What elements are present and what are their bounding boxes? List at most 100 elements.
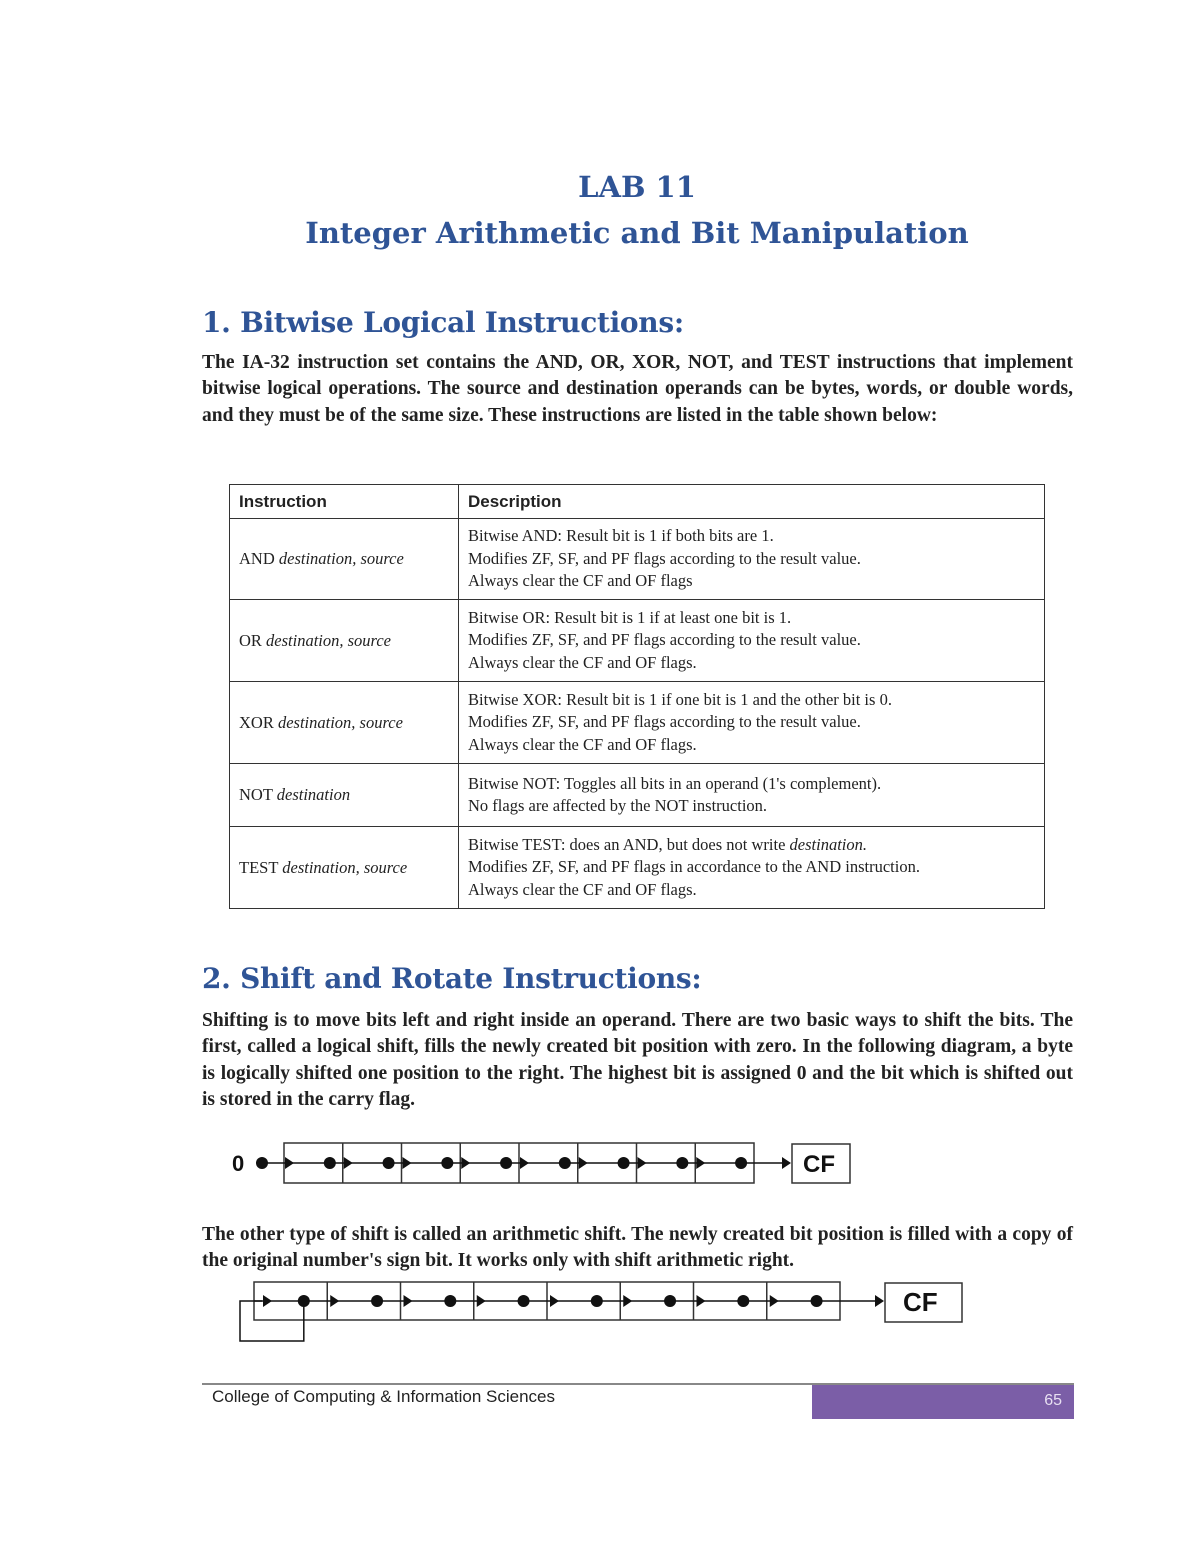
arrow-head-icon xyxy=(550,1295,559,1307)
carry-flag-label: CF xyxy=(803,1151,835,1178)
bit-dot xyxy=(371,1295,384,1307)
bit-dot xyxy=(735,1157,748,1169)
arrow-head-icon xyxy=(623,1295,633,1307)
section-heading-shift: 2. Shift and Rotate Instructions: xyxy=(202,962,702,995)
description-text: Always clear the CF and OF flags. xyxy=(468,879,697,899)
description-text: Always clear the CF and OF flags. xyxy=(468,734,697,754)
arrow-head-icon xyxy=(520,1157,529,1169)
mnemonic: XOR xyxy=(239,712,274,732)
bit-dot xyxy=(382,1157,395,1169)
description-text: Bitwise TEST: does an AND, but does not … xyxy=(468,834,790,854)
instruction-cell: AND destination, source xyxy=(229,518,459,600)
italic-term: destination. xyxy=(789,834,867,854)
description-text: Modifies ZF, SF, and PF flags according … xyxy=(468,630,861,650)
bit-dot xyxy=(517,1295,530,1307)
table-row: OR destination, source Bitwise OR: Result… xyxy=(229,599,1045,682)
description-line: No flags are affected by the NOT instruc… xyxy=(468,795,1035,818)
operands: destination, source xyxy=(278,549,404,568)
bit-dot xyxy=(323,1157,336,1169)
mnemonic: OR xyxy=(239,630,262,650)
description-cell: Bitwise TEST: does an AND, but does not … xyxy=(458,826,1045,909)
lab-title: LAB 11 xyxy=(578,170,696,204)
table-row: AND destination, source Bitwise AND: Resu… xyxy=(229,518,1045,600)
section1-paragraph: The IA-32 instruction set contains the A… xyxy=(202,352,1073,426)
arrow-head-icon xyxy=(476,1295,486,1307)
instruction-cell: NOT destination xyxy=(229,763,459,827)
arrow-head-icon xyxy=(343,1157,353,1169)
description-text: Bitwise XOR: Result bit is 1 if one bit … xyxy=(468,689,892,709)
operands: destination, source xyxy=(266,630,392,650)
carry-flag-label: CF xyxy=(903,1287,938,1317)
input-zero-label: 0 xyxy=(232,1151,244,1176)
description-cell: Bitwise XOR: Result bit is 1 if one bit … xyxy=(458,681,1045,764)
description-line: Always clear the CF and OF flags. xyxy=(468,734,1035,757)
description-line: Modifies ZF, SF, and PF flags in accorda… xyxy=(468,856,1035,879)
operands: destination, source xyxy=(282,857,408,877)
description-text: Always clear the CF and OF flags. xyxy=(468,652,697,672)
description-line: Bitwise TEST: does an AND, but does not … xyxy=(468,834,1035,857)
description-cell: Bitwise AND: Result bit is 1 if both bit… xyxy=(458,518,1045,600)
description-line: Bitwise OR: Result bit is 1 if at least … xyxy=(468,607,1035,630)
footer-text: College of Computing & Information Scien… xyxy=(212,1387,556,1406)
arrow-head-icon xyxy=(330,1295,340,1307)
arrow-head-icon xyxy=(263,1295,272,1307)
bit-dot xyxy=(737,1295,750,1307)
bit-dot xyxy=(500,1157,513,1169)
description-text: Modifies ZF, SF, and PF flags according … xyxy=(468,548,861,568)
bit-dot xyxy=(810,1295,823,1307)
carry-flag-box xyxy=(884,1282,963,1323)
bit-dot xyxy=(558,1157,571,1169)
arrow-head-icon xyxy=(578,1157,588,1169)
section2-paragraph1: Shifting is to move bits left and right … xyxy=(202,1010,1073,1110)
bit-dot xyxy=(676,1157,689,1169)
bit-dot xyxy=(444,1295,457,1307)
arrow-head-icon xyxy=(637,1157,647,1169)
description-cell: Bitwise OR: Result bit is 1 if at least … xyxy=(458,599,1045,682)
column-header: Description xyxy=(458,484,1045,519)
description-text: No flags are affected by the NOT instruc… xyxy=(468,796,768,815)
description-line: Always clear the CF and OF flags xyxy=(468,570,1035,593)
description-line: Modifies ZF, SF, and PF flags according … xyxy=(468,548,1035,571)
description-text: Bitwise NOT: Toggles all bits in an oper… xyxy=(468,773,882,793)
mnemonic: TEST xyxy=(239,857,279,877)
lab-subtitle: Integer Arithmetic and Bit Manipulation xyxy=(305,216,969,250)
bit-dot xyxy=(590,1295,603,1307)
arrow-head-icon xyxy=(403,1295,413,1307)
description-text: Bitwise OR: Result bit is 1 if at least … xyxy=(468,607,792,627)
arrow-head-icon xyxy=(769,1295,779,1307)
table-row: XOR destination, source Bitwise XOR: Resu… xyxy=(229,681,1045,764)
arrow-head-icon xyxy=(285,1157,294,1169)
description-text: Bitwise AND: Result bit is 1 if both bit… xyxy=(468,526,774,546)
carry-flag-box xyxy=(791,1143,851,1184)
description-line: Always clear the CF and OF flags. xyxy=(468,652,1035,675)
bit-dot xyxy=(617,1157,630,1169)
arrow-head-icon xyxy=(696,1157,706,1169)
arrow-head-icon xyxy=(461,1157,471,1169)
table-row: TEST destination, source Bitwise TEST: do… xyxy=(229,826,1045,909)
arrow-head-icon xyxy=(875,1295,884,1307)
mnemonic: AND xyxy=(239,549,275,568)
footer-bar: 65 xyxy=(812,1385,1074,1419)
description-line: Bitwise NOT: Toggles all bits in an oper… xyxy=(468,773,1035,796)
section-heading-bitwise: 1. Bitwise Logical Instructions: xyxy=(202,306,684,339)
bit-dot xyxy=(297,1295,310,1307)
table-row: NOT destination Bitwise NOT: Toggles all … xyxy=(229,763,1045,827)
arrow-head-icon xyxy=(782,1157,791,1169)
instruction-cell: TEST destination, source xyxy=(229,826,459,909)
description-text: Always clear the CF and OF flags xyxy=(468,571,693,591)
description-line: Always clear the CF and OF flags. xyxy=(468,879,1035,902)
section2-paragraph2: The other type of shift is called an ari… xyxy=(202,1224,1073,1272)
table-header-row: Instruction Description xyxy=(229,484,1045,519)
footer-divider xyxy=(202,1383,1074,1385)
description-line: Bitwise AND: Result bit is 1 if both bit… xyxy=(468,525,1035,548)
arrow-head-icon xyxy=(402,1157,412,1169)
description-line: Bitwise XOR: Result bit is 1 if one bit … xyxy=(468,689,1035,712)
mnemonic: NOT xyxy=(239,785,273,804)
bit-dot xyxy=(664,1295,677,1307)
bit-dot xyxy=(256,1157,268,1169)
instruction-cell: XOR destination, source xyxy=(229,681,459,764)
page-number: 65 xyxy=(1044,1392,1062,1409)
arrow-head-icon xyxy=(696,1295,706,1307)
description-cell: Bitwise NOT: Toggles all bits in an oper… xyxy=(458,763,1045,827)
